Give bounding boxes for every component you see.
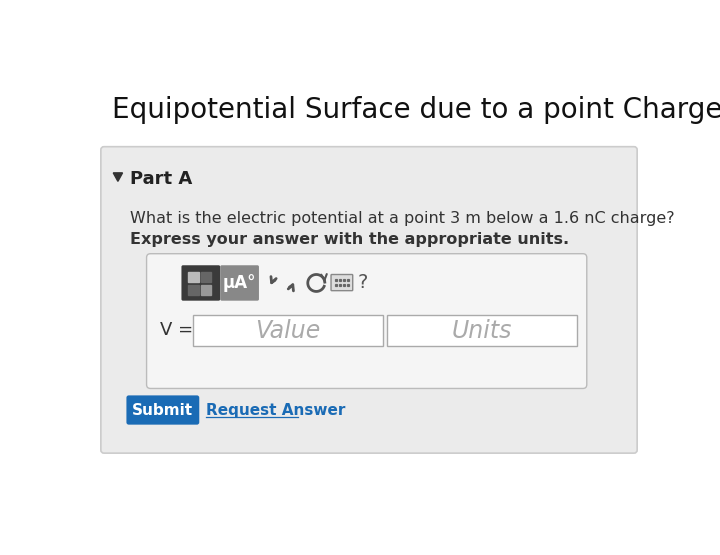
Text: Part A: Part A bbox=[130, 170, 192, 188]
Bar bbox=[201, 285, 211, 295]
Bar bbox=[201, 272, 211, 282]
FancyBboxPatch shape bbox=[101, 147, 637, 453]
FancyBboxPatch shape bbox=[193, 315, 383, 346]
FancyBboxPatch shape bbox=[127, 395, 199, 425]
Text: Submit: Submit bbox=[132, 402, 194, 417]
Text: Express your answer with the appropriate units.: Express your answer with the appropriate… bbox=[130, 232, 570, 247]
Polygon shape bbox=[113, 173, 122, 181]
Text: Units: Units bbox=[451, 319, 512, 342]
FancyBboxPatch shape bbox=[220, 265, 259, 301]
Bar bbox=[189, 285, 199, 295]
Text: What is the electric potential at a point 3 m below a 1.6 nC charge?: What is the electric potential at a poin… bbox=[130, 211, 675, 226]
Text: μA°: μA° bbox=[222, 274, 256, 292]
Text: Equipotential Surface due to a point Charge: Equipotential Surface due to a point Cha… bbox=[112, 96, 720, 124]
FancyBboxPatch shape bbox=[181, 265, 220, 301]
Text: Value: Value bbox=[255, 319, 320, 342]
Text: Request Answer: Request Answer bbox=[206, 402, 346, 417]
FancyBboxPatch shape bbox=[147, 254, 587, 388]
FancyBboxPatch shape bbox=[331, 275, 353, 291]
FancyBboxPatch shape bbox=[387, 315, 577, 346]
Text: ?: ? bbox=[358, 274, 368, 292]
Bar bbox=[189, 272, 199, 282]
Text: V =: V = bbox=[160, 321, 193, 339]
